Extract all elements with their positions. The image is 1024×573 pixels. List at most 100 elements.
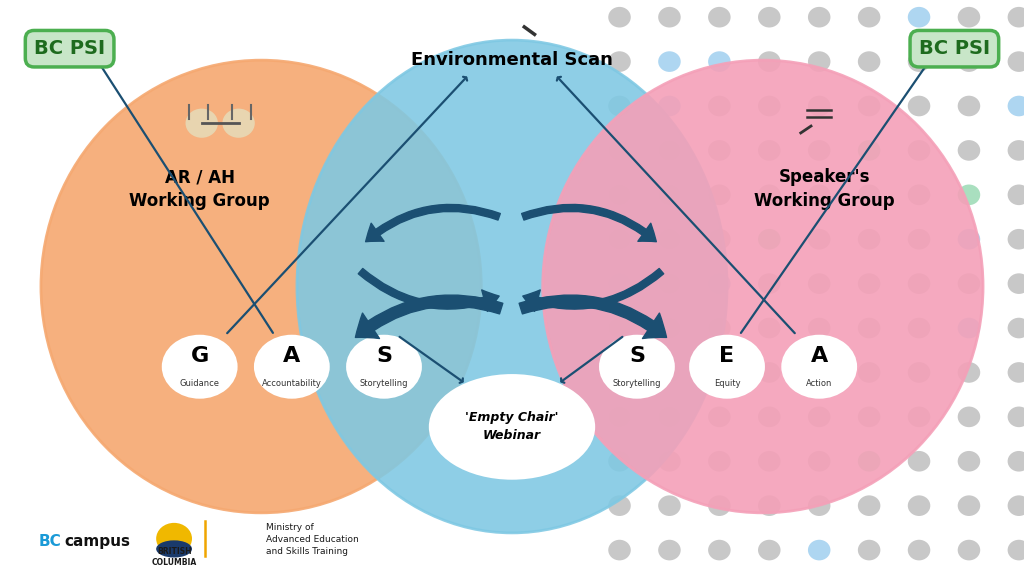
- Ellipse shape: [709, 317, 731, 338]
- Text: Storytelling: Storytelling: [612, 379, 662, 388]
- Ellipse shape: [709, 362, 731, 383]
- Text: Speaker's
Working Group: Speaker's Working Group: [754, 168, 895, 210]
- Ellipse shape: [957, 229, 980, 250]
- Ellipse shape: [157, 523, 193, 555]
- Ellipse shape: [782, 336, 856, 398]
- Text: G: G: [190, 347, 209, 366]
- Ellipse shape: [957, 317, 980, 338]
- Ellipse shape: [808, 451, 830, 472]
- Ellipse shape: [907, 7, 930, 28]
- Ellipse shape: [1008, 540, 1024, 560]
- Ellipse shape: [858, 451, 881, 472]
- Ellipse shape: [808, 7, 830, 28]
- Ellipse shape: [608, 7, 631, 28]
- Ellipse shape: [858, 140, 881, 160]
- Text: S: S: [376, 347, 392, 366]
- Ellipse shape: [608, 96, 631, 116]
- Ellipse shape: [957, 7, 980, 28]
- Ellipse shape: [709, 185, 731, 205]
- Ellipse shape: [858, 7, 881, 28]
- Ellipse shape: [608, 407, 631, 427]
- Ellipse shape: [808, 540, 830, 560]
- FancyArrowPatch shape: [521, 205, 656, 242]
- Text: Storytelling: Storytelling: [359, 379, 409, 388]
- Ellipse shape: [808, 140, 830, 160]
- Ellipse shape: [690, 336, 764, 398]
- Ellipse shape: [608, 495, 631, 516]
- Text: A: A: [811, 347, 827, 366]
- Text: E: E: [720, 347, 734, 366]
- Ellipse shape: [608, 140, 631, 160]
- Ellipse shape: [709, 7, 731, 28]
- Ellipse shape: [858, 229, 881, 250]
- Ellipse shape: [709, 229, 731, 250]
- Ellipse shape: [957, 96, 980, 116]
- Text: BRITISH
COLUMBIA: BRITISH COLUMBIA: [152, 547, 197, 567]
- Ellipse shape: [658, 317, 681, 338]
- Ellipse shape: [758, 7, 780, 28]
- Ellipse shape: [658, 495, 681, 516]
- Text: Accountability: Accountability: [262, 379, 322, 388]
- Ellipse shape: [709, 495, 731, 516]
- Ellipse shape: [808, 229, 830, 250]
- Ellipse shape: [1008, 451, 1024, 472]
- Ellipse shape: [957, 495, 980, 516]
- Ellipse shape: [709, 451, 731, 472]
- Ellipse shape: [957, 273, 980, 294]
- Ellipse shape: [907, 317, 930, 338]
- Ellipse shape: [907, 229, 930, 250]
- Ellipse shape: [1008, 7, 1024, 28]
- Ellipse shape: [163, 336, 237, 398]
- Ellipse shape: [658, 7, 681, 28]
- Ellipse shape: [907, 495, 930, 516]
- Ellipse shape: [223, 109, 254, 137]
- Text: A: A: [284, 347, 300, 366]
- Ellipse shape: [297, 40, 727, 533]
- Ellipse shape: [430, 375, 594, 478]
- Text: Equity: Equity: [714, 379, 740, 388]
- Ellipse shape: [758, 140, 780, 160]
- Ellipse shape: [600, 336, 674, 398]
- Ellipse shape: [1008, 52, 1024, 72]
- Ellipse shape: [709, 52, 731, 72]
- Ellipse shape: [907, 362, 930, 383]
- Ellipse shape: [957, 185, 980, 205]
- Ellipse shape: [608, 451, 631, 472]
- Ellipse shape: [907, 540, 930, 560]
- Ellipse shape: [709, 96, 731, 116]
- Ellipse shape: [758, 451, 780, 472]
- Ellipse shape: [608, 362, 631, 383]
- Ellipse shape: [1008, 317, 1024, 338]
- Ellipse shape: [758, 317, 780, 338]
- Ellipse shape: [41, 60, 481, 513]
- Ellipse shape: [957, 407, 980, 427]
- Ellipse shape: [808, 362, 830, 383]
- Ellipse shape: [907, 451, 930, 472]
- Ellipse shape: [858, 362, 881, 383]
- Ellipse shape: [808, 407, 830, 427]
- Ellipse shape: [709, 540, 731, 560]
- Ellipse shape: [907, 96, 930, 116]
- Ellipse shape: [758, 96, 780, 116]
- Ellipse shape: [608, 317, 631, 338]
- Text: Environmental Scan: Environmental Scan: [411, 51, 613, 69]
- Ellipse shape: [709, 273, 731, 294]
- Text: campus: campus: [65, 534, 130, 549]
- Ellipse shape: [1008, 362, 1024, 383]
- Ellipse shape: [957, 52, 980, 72]
- Ellipse shape: [1008, 229, 1024, 250]
- Text: BC PSI: BC PSI: [34, 39, 105, 58]
- Ellipse shape: [758, 273, 780, 294]
- Text: Action: Action: [806, 379, 833, 388]
- Ellipse shape: [808, 96, 830, 116]
- Ellipse shape: [347, 336, 421, 398]
- Ellipse shape: [658, 140, 681, 160]
- Ellipse shape: [858, 540, 881, 560]
- Ellipse shape: [858, 495, 881, 516]
- Ellipse shape: [758, 407, 780, 427]
- Ellipse shape: [1008, 495, 1024, 516]
- Ellipse shape: [1008, 185, 1024, 205]
- Ellipse shape: [758, 495, 780, 516]
- Ellipse shape: [957, 451, 980, 472]
- Ellipse shape: [658, 273, 681, 294]
